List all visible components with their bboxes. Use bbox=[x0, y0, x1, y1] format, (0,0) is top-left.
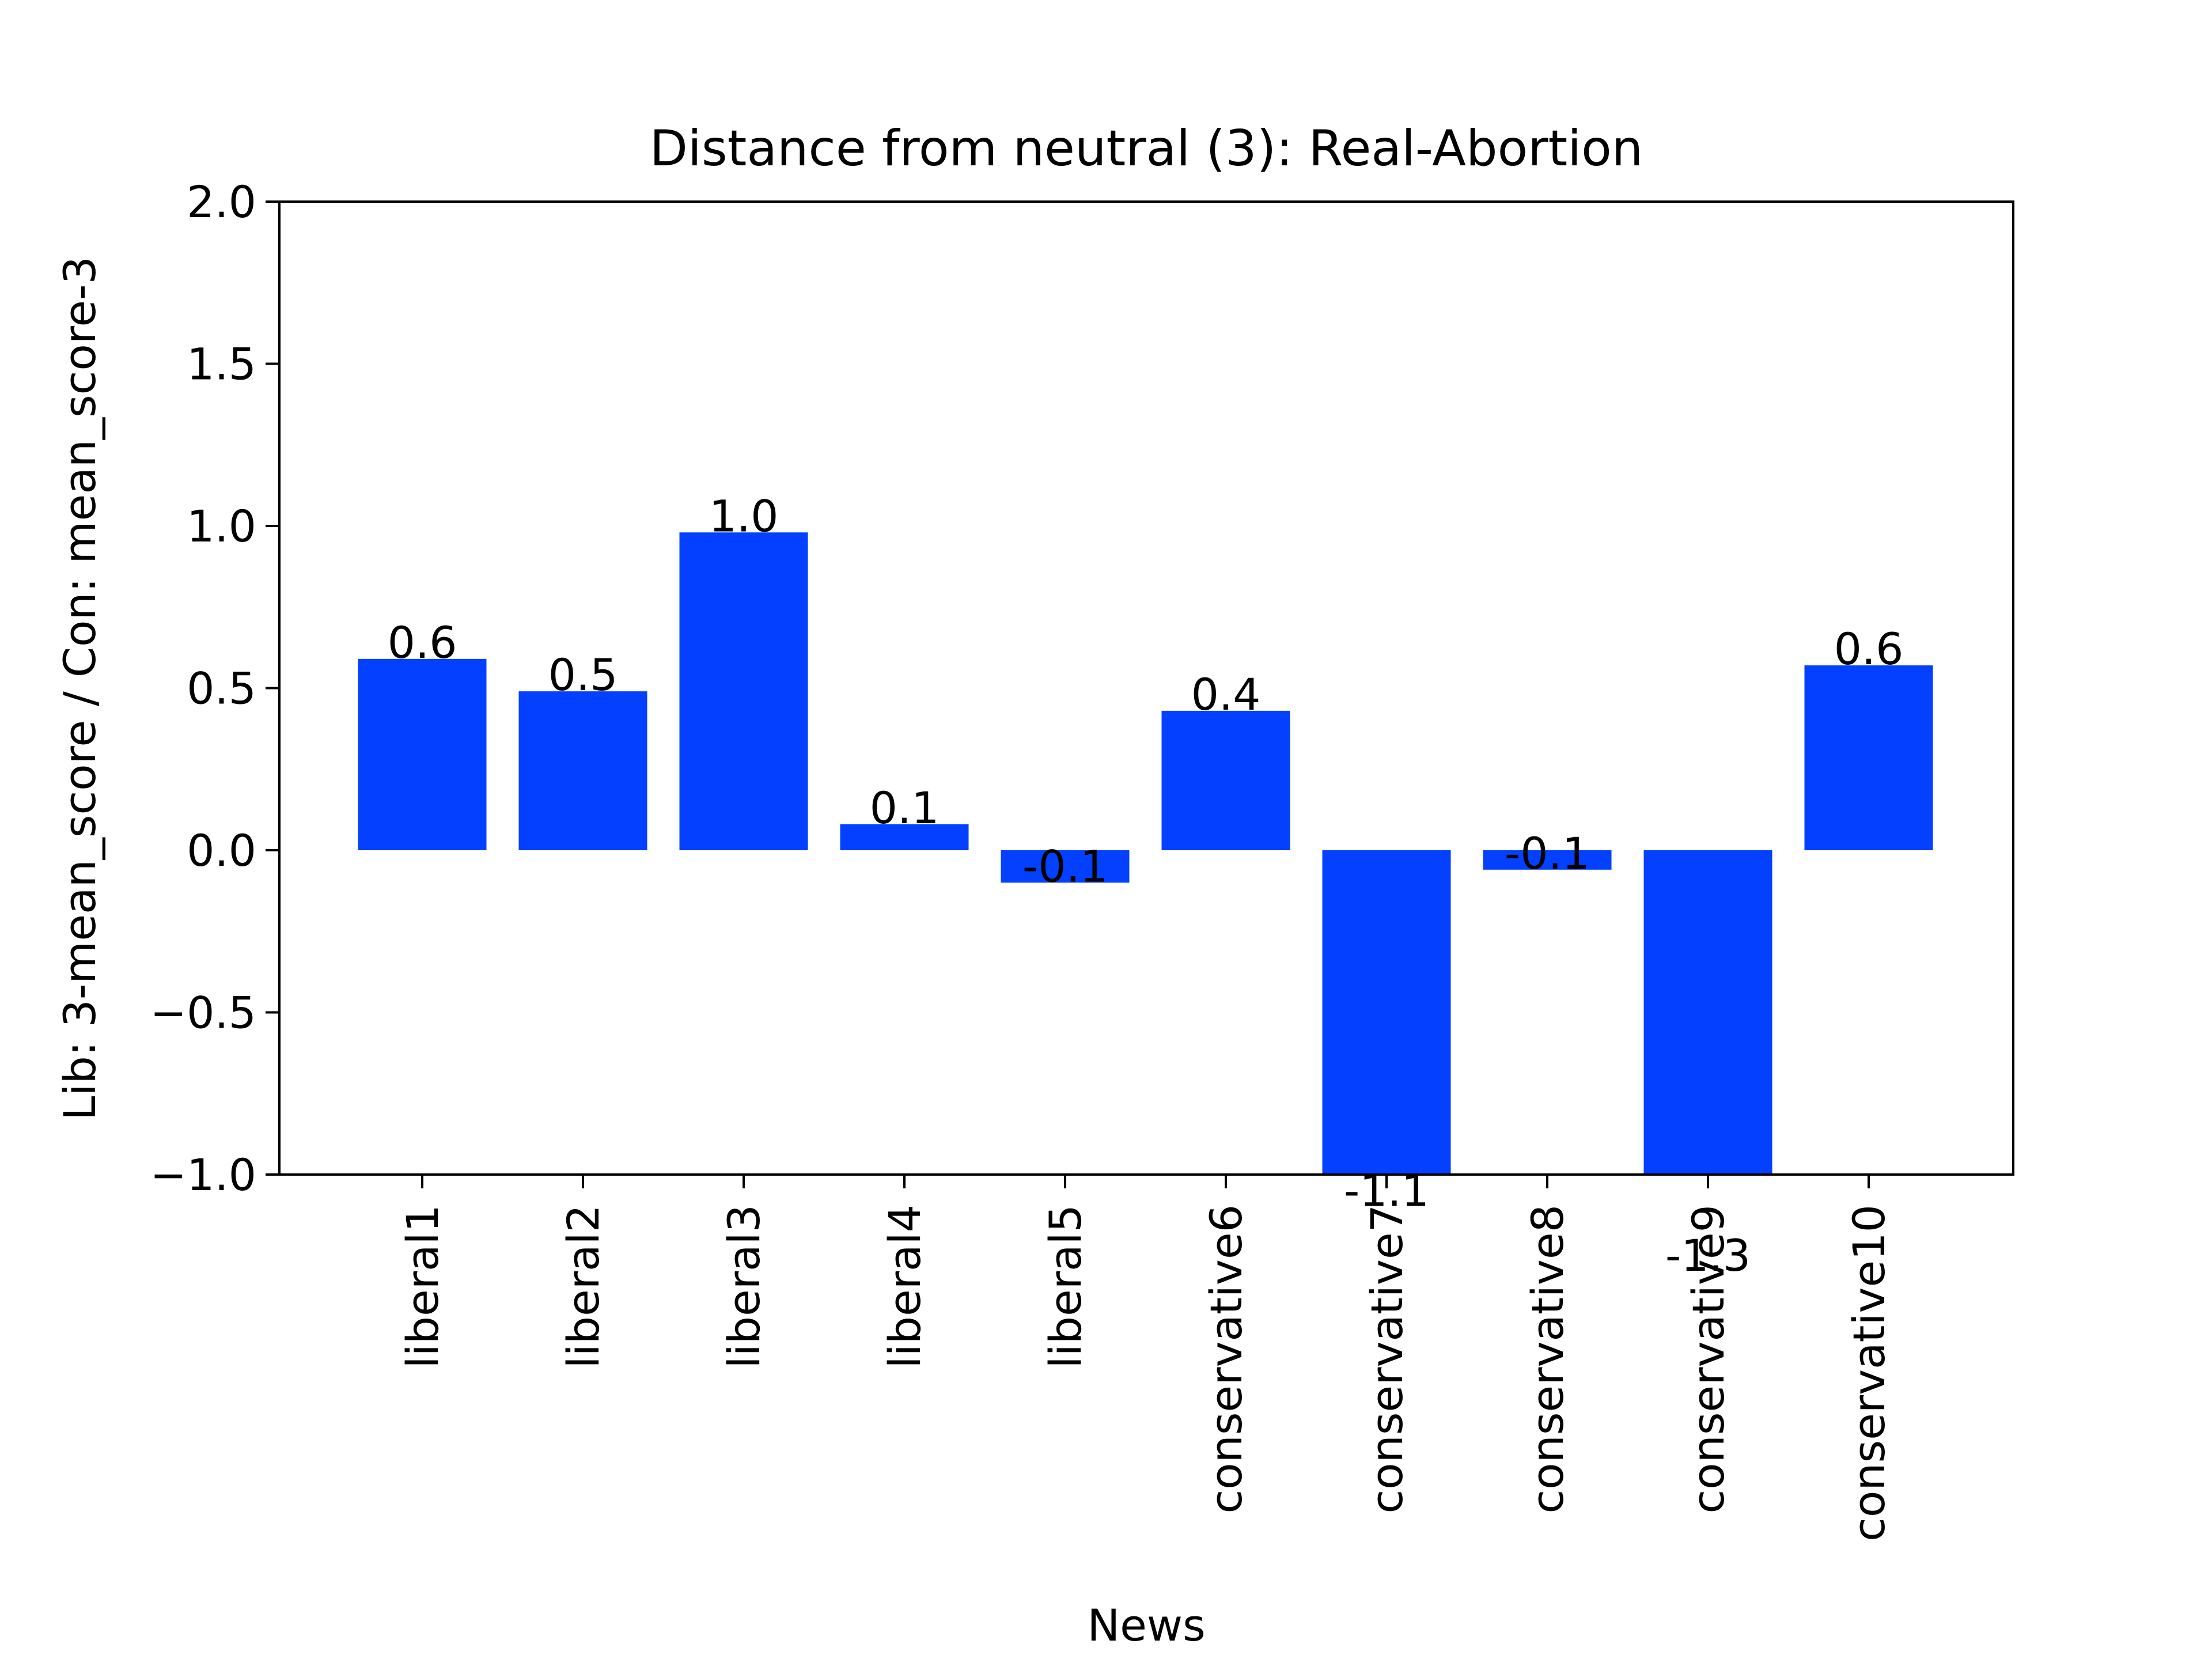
x-tick-label-liberal3: liberal3 bbox=[718, 1205, 770, 1369]
x-tick-label-conservative9: conservative9 bbox=[1683, 1205, 1734, 1514]
x-tick-label-conservative7: conservative7 bbox=[1361, 1205, 1412, 1514]
value-label-conservative10: 0.6 bbox=[1834, 623, 1904, 675]
bar-liberal5 bbox=[1001, 850, 1130, 883]
value-label-conservative8: -0.1 bbox=[1505, 828, 1590, 879]
x-tick-label-conservative8: conservative8 bbox=[1522, 1205, 1573, 1514]
y-tick-label: 0.5 bbox=[187, 663, 256, 714]
value-labels-group: 0.60.51.00.1-0.10.4-1.1-0.1-1.30.6 bbox=[388, 490, 1904, 1281]
y-tick-label: 2.0 bbox=[187, 176, 256, 228]
bar-liberal1 bbox=[358, 658, 487, 850]
bars-group bbox=[358, 532, 1933, 1175]
value-label-liberal3: 1.0 bbox=[709, 490, 779, 541]
value-label-liberal2: 0.5 bbox=[548, 649, 618, 700]
bar-conservative8 bbox=[1483, 850, 1612, 870]
y-tick-label: 1.0 bbox=[187, 501, 256, 552]
bar-liberal4 bbox=[840, 824, 969, 850]
value-label-conservative6: 0.4 bbox=[1191, 669, 1261, 720]
x-tick-label-liberal4: liberal4 bbox=[879, 1205, 930, 1369]
chart-title: Distance from neutral (3): Real-Abortion bbox=[650, 120, 1643, 177]
x-tick-label-liberal1: liberal1 bbox=[397, 1205, 448, 1369]
value-label-liberal1: 0.6 bbox=[388, 617, 457, 668]
bar-liberal2 bbox=[518, 691, 647, 850]
x-tick-label-conservative6: conservative6 bbox=[1200, 1205, 1252, 1514]
x-tick-label-liberal2: liberal2 bbox=[558, 1205, 609, 1369]
bar-liberal3 bbox=[679, 532, 808, 850]
value-label-conservative9: -1.3 bbox=[1665, 1230, 1751, 1281]
bar-conservative10 bbox=[1804, 665, 1933, 850]
y-tick-label: 1.5 bbox=[187, 339, 256, 390]
x-axis: liberal1 liberal2 liberal3 liberal4 liberal5… bbox=[397, 1175, 1895, 1541]
y-tick-label: 0.0 bbox=[187, 825, 256, 876]
bar-conservative9 bbox=[1643, 850, 1772, 1175]
y-axis: −1.0 −0.5 0.0 0.5 1.0 1.5 2.0 bbox=[150, 176, 279, 1200]
y-axis-label: Lib: 3-mean_score / Con: mean_score-3 bbox=[54, 256, 105, 1120]
bar-conservative7 bbox=[1322, 850, 1451, 1175]
x-axis-label: News bbox=[1087, 1600, 1205, 1651]
bar-conservative6 bbox=[1161, 710, 1290, 850]
value-label-liberal4: 0.1 bbox=[870, 782, 940, 834]
y-tick-label: −0.5 bbox=[150, 987, 256, 1039]
y-tick-label: −1.0 bbox=[150, 1149, 256, 1200]
x-tick-label-liberal5: liberal5 bbox=[1040, 1205, 1091, 1369]
value-label-liberal5: -0.1 bbox=[1022, 840, 1108, 892]
x-tick-label-conservative10: conservative10 bbox=[1843, 1205, 1895, 1541]
